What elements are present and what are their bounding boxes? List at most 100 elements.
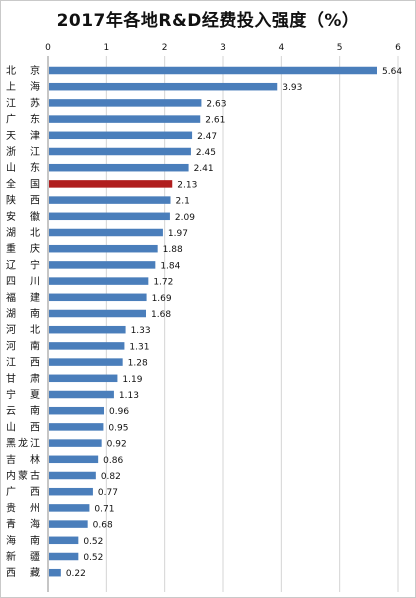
bar	[49, 455, 99, 464]
bar	[49, 568, 61, 577]
data-label: 1.84	[160, 261, 180, 271]
bar	[49, 552, 79, 561]
x-tick-label: 2	[162, 43, 168, 53]
category-label: 湖 北	[6, 227, 40, 239]
category-label: 吉 林	[6, 453, 40, 466]
data-label: 1.19	[122, 375, 142, 385]
bar	[49, 358, 123, 366]
category-label: 河 北	[6, 324, 40, 336]
x-tick-label: 3	[220, 43, 226, 53]
bar	[49, 82, 278, 91]
category-label: 青 海	[6, 518, 40, 531]
data-label: 5.64	[382, 67, 402, 77]
data-label: 1.97	[168, 229, 188, 239]
category-label: 江 西	[6, 357, 40, 369]
data-label: 1.69	[152, 294, 172, 304]
bar	[49, 180, 173, 188]
data-label: 0.96	[109, 407, 129, 417]
category-label: 上 海	[6, 80, 40, 93]
bar	[49, 423, 104, 431]
bar	[49, 309, 146, 318]
category-label: 湖 南	[6, 307, 40, 320]
bar	[49, 504, 90, 512]
category-label: 河 南	[6, 339, 40, 352]
data-label: 1.72	[153, 278, 173, 288]
data-label: 1.31	[129, 342, 149, 352]
category-label: 浙 江	[6, 146, 40, 158]
category-label: 内蒙古	[6, 469, 40, 482]
category-label: 安 徽	[6, 210, 40, 223]
bar	[49, 163, 189, 172]
data-label: 2.45	[196, 148, 216, 158]
bar	[49, 342, 125, 350]
data-label: 1.28	[128, 359, 148, 369]
data-label: 0.86	[103, 456, 123, 466]
category-label: 江 苏	[6, 96, 40, 109]
category-label: 四 川	[6, 277, 40, 288]
data-label: 2.61	[205, 116, 225, 126]
data-label: 0.71	[94, 504, 114, 514]
data-label: 2.47	[197, 132, 217, 142]
bar	[49, 196, 171, 204]
data-label: 0.52	[83, 553, 103, 563]
bar	[49, 212, 170, 221]
data-label: 1.13	[119, 391, 139, 401]
category-label: 辽 宁	[6, 258, 40, 271]
x-tick-label: 5	[337, 43, 343, 53]
bar	[49, 277, 149, 285]
bar	[49, 66, 377, 75]
category-label: 福 建	[6, 291, 40, 304]
bar	[49, 374, 118, 383]
x-tick-label: 0	[45, 43, 51, 53]
category-label: 贵 州	[6, 501, 40, 514]
category-label: 山 西	[6, 421, 40, 433]
x-tick-label: 1	[103, 43, 109, 53]
category-label: 西 藏	[6, 567, 40, 579]
x-tick-label: 4	[278, 43, 284, 53]
data-label: 1.88	[163, 245, 183, 255]
data-label: 0.82	[101, 472, 121, 482]
bar	[49, 115, 201, 123]
category-label: 云 南	[6, 404, 40, 417]
bar	[49, 228, 163, 237]
data-label: 3.93	[282, 83, 302, 93]
bar	[49, 325, 126, 334]
bar	[49, 261, 156, 269]
data-label: 0.22	[66, 569, 86, 579]
category-label: 全 国	[6, 177, 40, 190]
category-label: 甘 肃	[6, 372, 40, 385]
chart-title: 2017年各地R&D经费投入强度（%）	[56, 11, 360, 31]
category-label: 黑龙江	[6, 437, 40, 450]
bar	[49, 390, 114, 399]
data-label: 1.68	[151, 310, 171, 320]
bar	[49, 244, 158, 253]
data-label: 1.33	[131, 326, 151, 336]
bar	[49, 536, 79, 545]
bar	[49, 147, 191, 156]
data-label: 0.68	[93, 521, 113, 531]
data-label: 2.63	[206, 99, 226, 109]
category-label: 陕 西	[6, 194, 40, 207]
bar	[49, 487, 93, 496]
data-label: 0.52	[83, 537, 103, 547]
bar	[49, 406, 104, 415]
data-label: 2.09	[175, 213, 195, 223]
bar	[49, 471, 96, 480]
data-label: 2.13	[177, 180, 197, 190]
category-label: 天 津	[6, 130, 40, 142]
category-label: 广 东	[6, 113, 40, 126]
category-label: 广 西	[6, 486, 40, 498]
bar	[49, 99, 202, 107]
category-label: 海 南	[6, 534, 40, 547]
category-label: 新 疆	[6, 550, 40, 563]
bar	[49, 520, 88, 528]
bar	[49, 131, 193, 140]
data-label: 0.95	[108, 423, 128, 433]
data-label: 0.92	[107, 440, 127, 450]
bar	[49, 293, 147, 302]
category-label: 北 京	[6, 64, 40, 77]
data-label: 2.41	[194, 164, 214, 174]
bar	[49, 439, 102, 447]
x-tick-label: 6	[395, 43, 401, 53]
